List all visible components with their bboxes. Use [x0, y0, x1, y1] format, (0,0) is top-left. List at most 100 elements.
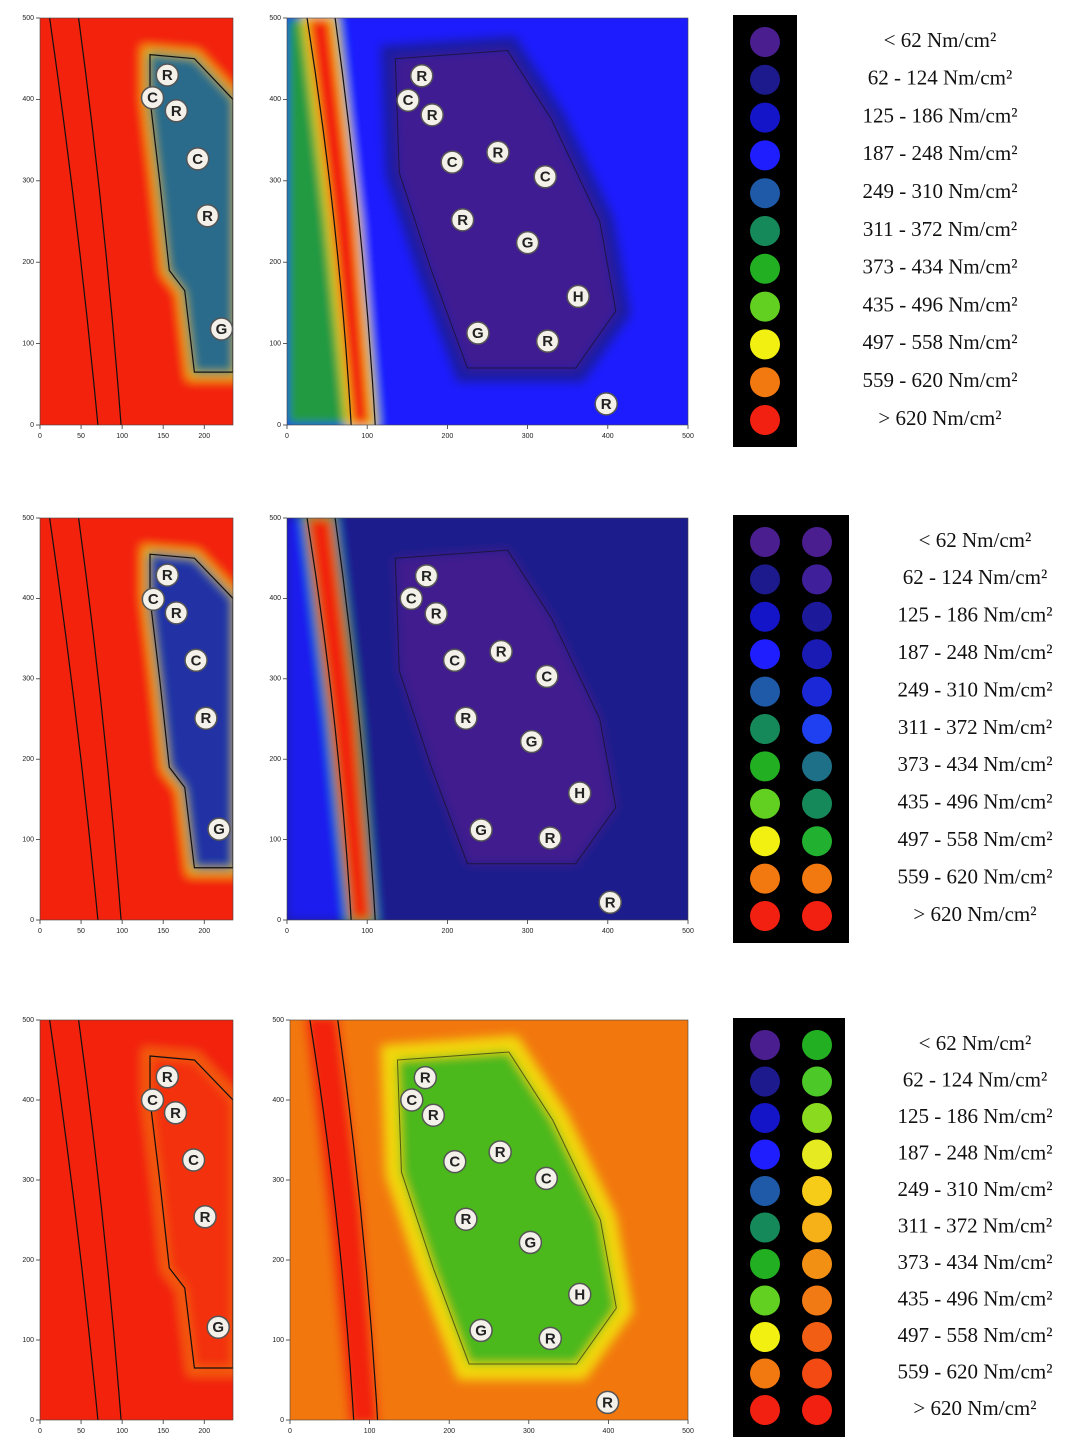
site-label: C: [541, 1170, 552, 1187]
legend-label: 125 - 186 Nm/cm²: [897, 1104, 1052, 1128]
x-tick-label: 500: [682, 433, 694, 440]
site-label: R: [162, 67, 173, 84]
heat-core: [150, 54, 233, 373]
boundary-curve: [337, 1020, 379, 1420]
y-tick-label: 300: [22, 1177, 34, 1184]
site-label: C: [449, 652, 460, 669]
legend-swatch: [750, 788, 780, 819]
site-marker: [489, 639, 513, 664]
y-tick-label: 0: [277, 422, 281, 429]
y-tick-label: 500: [269, 515, 281, 522]
boundary-curve: [78, 1020, 122, 1420]
legend-label: 435 - 496 Nm/cm²: [897, 790, 1052, 814]
site-marker: [185, 147, 210, 171]
x-tick-label: 150: [157, 433, 169, 440]
legend-label: 249 - 310 Nm/cm²: [897, 677, 1052, 701]
x-tick-label: 300: [522, 433, 534, 440]
site-marker: [567, 781, 592, 805]
x-tick-label: 200: [443, 1428, 455, 1435]
site-marker: [184, 648, 208, 673]
site-marker: [533, 164, 557, 189]
legend-swatch: [750, 714, 780, 744]
boundary-curve: [49, 18, 99, 425]
legend-label: 311 - 372 Nm/cm²: [898, 715, 1052, 739]
legend-swatch: [802, 788, 832, 819]
legend-swatch: [750, 751, 780, 782]
legend-label: 559 - 620 Nm/cm²: [897, 864, 1052, 888]
legend-swatch: [750, 291, 780, 322]
x-tick-label: 100: [116, 433, 128, 440]
y-tick-label: 100: [22, 836, 34, 843]
legend-swatch: [750, 601, 780, 632]
site-marker: [488, 1140, 512, 1164]
x-tick-label: 50: [77, 1428, 85, 1435]
site-label: C: [541, 668, 552, 685]
site-label: R: [162, 567, 173, 584]
x-tick-label: 50: [77, 928, 85, 935]
legend-swatch: [802, 1249, 832, 1279]
site-marker: [469, 818, 493, 842]
heat-strip: [307, 518, 372, 920]
y-tick-label: 0: [30, 422, 34, 429]
site-marker: [409, 64, 434, 88]
site-label: R: [200, 1209, 211, 1226]
site-label: R: [605, 894, 616, 911]
legend-swatch: [802, 1285, 832, 1316]
legend-swatch: [802, 639, 832, 670]
y-tick-label: 400: [22, 96, 34, 103]
heat-field: [287, 18, 688, 425]
site-label: G: [526, 733, 538, 750]
region-outline: [394, 50, 617, 369]
y-tick-label: 0: [30, 1417, 34, 1424]
legend-swatch: [802, 1395, 832, 1425]
legend-swatch: [750, 1322, 780, 1352]
legend-label: < 62 Nm/cm²: [919, 1031, 1032, 1055]
site-label: R: [460, 710, 471, 727]
heat-field: [290, 1020, 688, 1420]
site-label: R: [495, 1144, 506, 1161]
heat-map: [40, 1020, 233, 1420]
x-tick-label: 100: [364, 1428, 376, 1435]
site-marker: [399, 586, 424, 611]
site-marker: [413, 1065, 438, 1090]
legend-swatch: [750, 863, 780, 894]
site-label: R: [162, 1069, 173, 1086]
legend-swatch: [802, 901, 832, 931]
legend-swatch: [750, 1395, 780, 1425]
site-label: C: [147, 90, 158, 107]
site-marker: [538, 826, 562, 850]
boundary-curve: [49, 1020, 99, 1420]
site-marker: [209, 317, 234, 341]
site-label: R: [602, 1394, 613, 1411]
x-tick-label: 200: [442, 433, 454, 440]
y-tick-label: 500: [272, 1017, 284, 1024]
y-tick-label: 100: [22, 1337, 34, 1344]
legend-swatch: [750, 1249, 780, 1279]
legend-label: 435 - 496 Nm/cm²: [862, 292, 1017, 316]
x-tick-label: 100: [361, 433, 373, 440]
y-tick-label: 300: [272, 1177, 284, 1184]
site-marker: [420, 103, 444, 127]
legend-swatch: [802, 714, 832, 744]
site-label: R: [202, 208, 213, 225]
y-tick-label: 100: [22, 340, 34, 347]
y-tick-label: 500: [269, 15, 281, 22]
legend-label: 373 - 434 Nm/cm²: [862, 255, 1017, 279]
y-tick-label: 100: [272, 1337, 284, 1344]
legend-label: < 62 Nm/cm²: [919, 528, 1032, 552]
y-tick-label: 400: [22, 1097, 34, 1104]
boundary-curve: [309, 1020, 355, 1420]
y-tick-label: 300: [22, 178, 34, 185]
legend-swatch: [750, 27, 780, 57]
site-label: R: [601, 396, 612, 413]
y-tick-label: 100: [269, 340, 281, 347]
site-label: C: [447, 154, 458, 171]
site-marker: [566, 284, 590, 309]
x-tick-label: 200: [198, 1428, 210, 1435]
site-label: R: [428, 1107, 439, 1124]
legend-swatch: [750, 1103, 780, 1133]
site-marker: [466, 321, 490, 345]
site-label: C: [406, 590, 417, 607]
legend-swatch: [802, 751, 832, 782]
site-label: H: [574, 785, 585, 802]
